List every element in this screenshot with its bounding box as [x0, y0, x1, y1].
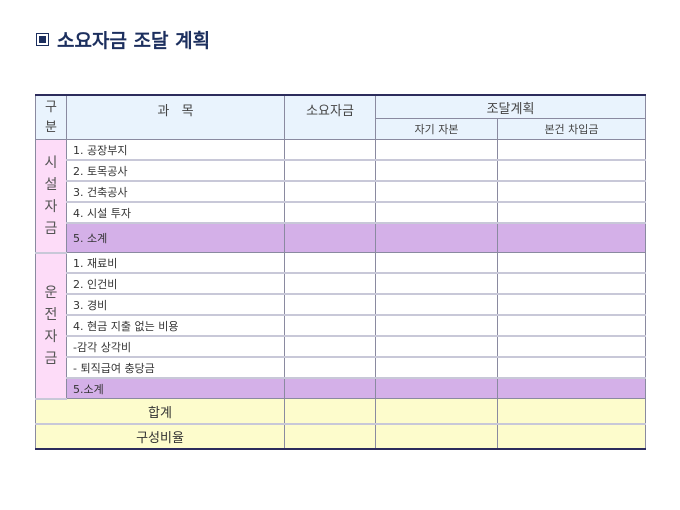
cell-loan[interactable] [497, 335, 646, 358]
header-loan: 본건 차입금 [497, 118, 646, 140]
cell-required[interactable] [284, 180, 376, 203]
subject-item: 1. 재료비 [66, 252, 285, 274]
cell-required[interactable] [284, 335, 376, 358]
cell-loan[interactable] [497, 252, 646, 274]
cell-own[interactable] [375, 222, 498, 253]
table-row: 3. 건축공사 [36, 180, 646, 203]
cell-own[interactable] [375, 356, 498, 379]
cell-required[interactable] [284, 423, 376, 450]
cell-own[interactable] [375, 423, 498, 450]
cell-required[interactable] [284, 222, 376, 253]
cell-loan[interactable] [497, 377, 646, 399]
cell-loan[interactable] [497, 201, 646, 224]
table-row: 4. 현금 지출 없는 비용 [36, 314, 646, 337]
subject-item: 1. 공장부지 [66, 139, 285, 161]
header-required: 소요자금 [284, 94, 376, 140]
subtotal-label: 5. 소계 [66, 222, 285, 253]
total-row: 합계 [35, 398, 646, 425]
ratio-row: 구성비율 [35, 423, 646, 450]
cell-own[interactable] [375, 252, 498, 274]
category-label: 시 설 자 금 [35, 139, 67, 254]
cell-loan[interactable] [497, 293, 646, 316]
subject-item: 2. 인건비 [66, 272, 285, 295]
category-label: 운 전 자 금 [35, 252, 67, 400]
table-row: 시 설 자 금 1. 공장부지 [35, 139, 646, 254]
table-row: 운 전 자 금 1. 재료비 [35, 252, 646, 400]
cell-required[interactable] [284, 356, 376, 379]
table-row: - 퇴직급여 충당금 [36, 356, 646, 379]
header-row: 구 분 과 목 소요자금 조달계획 [35, 94, 646, 140]
cell-required[interactable] [284, 252, 376, 274]
subject-item: 2. 토목공사 [66, 159, 285, 182]
cell-loan[interactable] [497, 139, 646, 161]
cell-loan[interactable] [497, 180, 646, 203]
title-text: 소요자금 조달 계획 [57, 30, 211, 52]
cell-required[interactable] [284, 314, 376, 337]
subtotal-row: 5. 소계 [36, 222, 646, 253]
ratio-label: 구성비율 [35, 423, 285, 450]
cell-required[interactable] [284, 201, 376, 224]
subtotal-label: 5.소계 [66, 377, 285, 399]
cell-loan[interactable] [497, 159, 646, 182]
cell-own[interactable] [375, 377, 498, 399]
subject-item: 3. 경비 [66, 293, 285, 316]
cell-own[interactable] [375, 159, 498, 182]
cell-own[interactable] [375, 201, 498, 224]
cell-loan[interactable] [497, 272, 646, 295]
cell-loan[interactable] [497, 398, 646, 425]
header-funding: 조달계획 [375, 94, 646, 119]
cell-loan[interactable] [497, 356, 646, 379]
header-gubun: 구 분 [35, 94, 67, 140]
cell-loan[interactable] [497, 423, 646, 450]
table-row: 3. 경비 [36, 293, 646, 316]
table-row: 2. 토목공사 [36, 159, 646, 182]
header-own: 자기 자본 [375, 118, 498, 140]
subject-item: 4. 시설 투자 [66, 201, 285, 224]
cell-loan[interactable] [497, 314, 646, 337]
cell-required[interactable] [284, 377, 376, 399]
cell-required[interactable] [284, 398, 376, 425]
cell-own[interactable] [375, 293, 498, 316]
header-subject: 과 목 [66, 94, 285, 140]
square-bullet-icon [36, 33, 49, 46]
page-title: 소요자금 조달 계획 [36, 26, 210, 53]
total-label: 합계 [35, 398, 285, 425]
subject-item: 4. 현금 지출 없는 비용 [66, 314, 285, 337]
cell-own[interactable] [375, 139, 498, 161]
cell-own[interactable] [375, 272, 498, 295]
funding-plan-table: 구 분 과 목 소요자금 조달계획 자기 자본 본건 차입금 시 설 자 금 1. … [35, 94, 646, 450]
cell-required[interactable] [284, 293, 376, 316]
table-row: 4. 시설 투자 [36, 201, 646, 224]
subject-item: -감각 상각비 [66, 335, 285, 358]
cell-own[interactable] [375, 314, 498, 337]
cell-required[interactable] [284, 272, 376, 295]
subject-item: - 퇴직급여 충당금 [66, 356, 285, 379]
subject-item: 3. 건축공사 [66, 180, 285, 203]
cell-loan[interactable] [497, 222, 646, 253]
cell-required[interactable] [284, 159, 376, 182]
subtotal-row: 5.소계 [36, 377, 646, 399]
cell-own[interactable] [375, 398, 498, 425]
table-row: -감각 상각비 [36, 335, 646, 358]
cell-required[interactable] [284, 139, 376, 161]
cell-own[interactable] [375, 335, 498, 358]
cell-own[interactable] [375, 180, 498, 203]
table-row: 2. 인건비 [36, 272, 646, 295]
